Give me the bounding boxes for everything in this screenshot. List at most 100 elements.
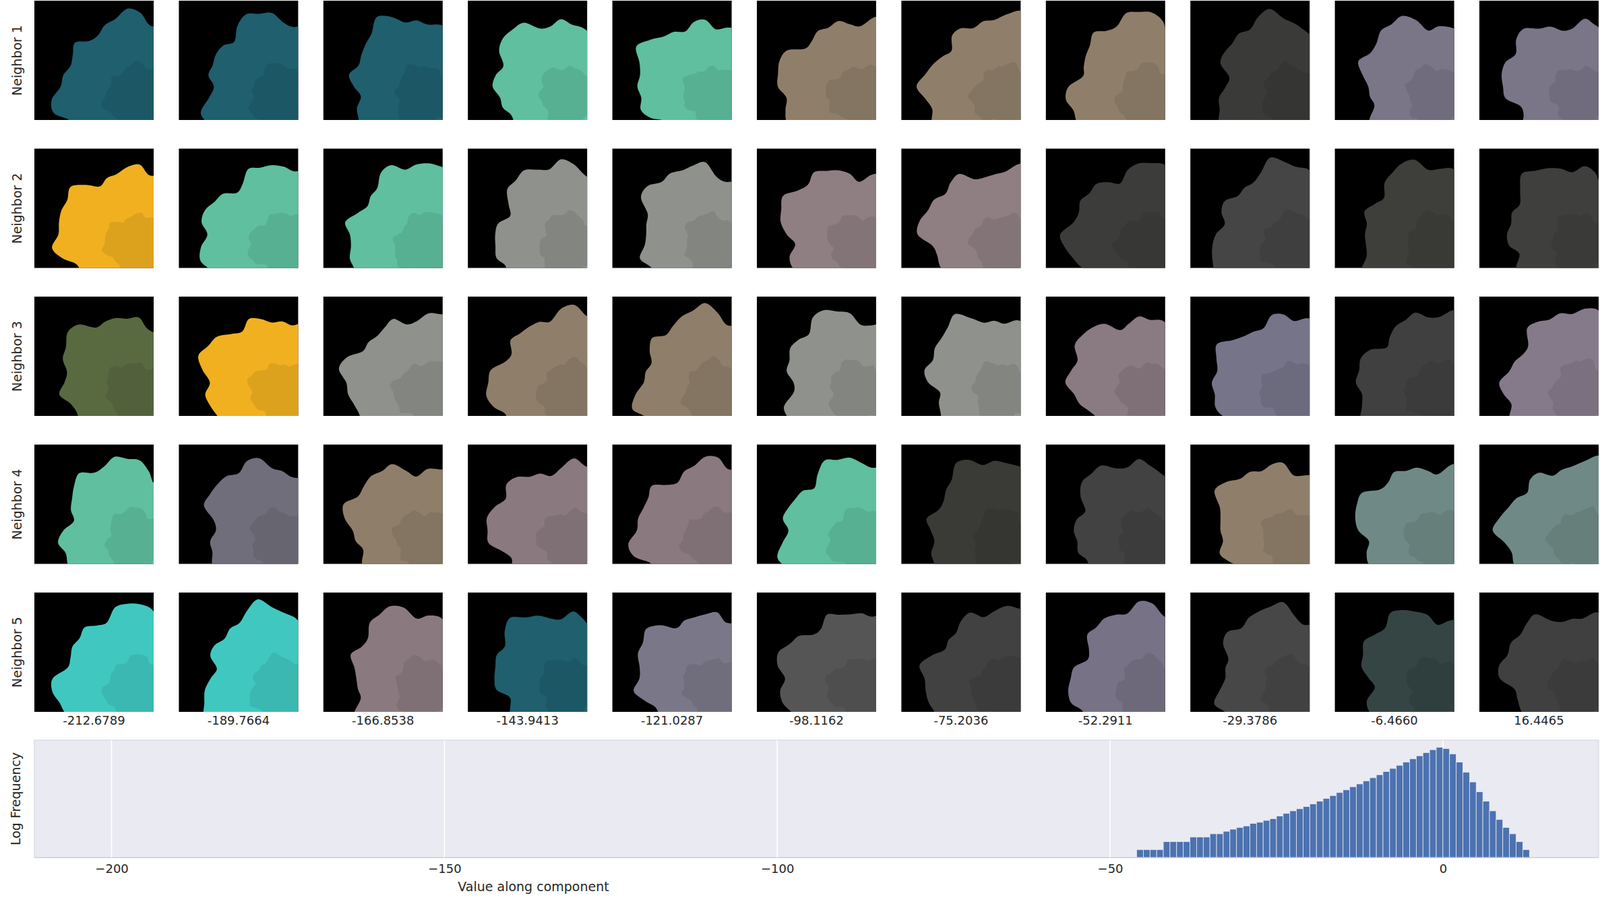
bars [1136,747,1530,858]
blob-shade [679,506,732,564]
blob-shade [967,62,1022,120]
blob-shade [826,214,877,268]
thumbnail [323,0,493,157]
histogram-bar [1489,810,1497,858]
histogram-bar [1429,749,1437,858]
thumbnail [612,592,774,749]
blob [1358,15,1455,120]
blob [1213,601,1310,712]
blob-shade [390,360,443,416]
blob [780,169,877,268]
thumbnail [178,592,349,745]
histogram-bar [1516,841,1524,858]
column-label: -121.0287 [640,713,703,728]
thumbnail [612,444,772,600]
thumbnail [1190,592,1359,751]
blob [1218,8,1310,120]
thumbnail [1045,296,1207,457]
blob [350,605,443,712]
blob [342,463,443,564]
histogram-bar [1176,841,1184,858]
histogram-bar [1416,755,1423,858]
thumbnail [1479,0,1600,164]
histogram-bar [1163,841,1171,858]
blob [485,304,588,416]
blob-shade [249,507,298,565]
thumbnail [34,148,193,306]
histogram-bar [1456,761,1464,858]
blob [51,8,154,120]
histogram-bar [1223,831,1230,858]
histogram-bar [1196,837,1204,858]
blob-shade [249,652,298,712]
blob-shade [971,361,1021,416]
blob [1506,165,1599,268]
blob [919,605,1021,712]
blob-shade [681,657,732,712]
thumbnail [1335,296,1495,451]
blob-shade [825,64,877,120]
x-tick-label: −150 [427,861,461,876]
blob [1498,308,1599,416]
blob-shade [680,356,732,416]
row-label: Neighbor 1 [9,24,25,96]
histogram-bar [1136,849,1144,858]
thumbnail [756,148,927,315]
column-label: -189.7664 [207,713,270,728]
histogram-bar [1156,849,1164,858]
thumbnail [901,592,1061,749]
histogram-bar [1183,841,1191,858]
x-tick-label: 0 [1439,861,1448,876]
blob-shade [535,507,588,565]
thumbnail [323,444,490,611]
row-label: Neighbor 4 [9,469,25,540]
thumbnail [467,0,632,159]
x-tick-label: −200 [95,861,129,876]
blob [57,456,154,564]
blob [1214,462,1310,565]
thumbnail [1190,296,1349,454]
thumbnail [1335,444,1501,608]
x-tick-label: −100 [760,861,794,876]
blob [1361,609,1455,712]
x-tick-label: −50 [1097,861,1124,876]
blob-shade [1118,507,1166,564]
thumbnail [178,296,344,457]
blob [1068,600,1166,712]
thumbnail [612,148,780,309]
blob-shade [539,210,588,269]
histogram-bar [1362,780,1370,858]
histogram-bar [1296,808,1304,858]
histogram-bar [1322,797,1330,858]
blob [777,611,877,712]
blob-shade [248,212,299,269]
x-axis: −200 −150 −100 −50 0 [35,857,1600,876]
blob [1356,310,1455,416]
histogram-bar [1369,777,1377,858]
blob [198,318,298,416]
thumbnail [901,444,1067,598]
column-label: -75.2036 [933,713,989,728]
blob [783,310,877,416]
thumbnail [901,0,1059,155]
thumbnail [467,296,631,453]
blob [1501,18,1599,120]
thumbnail [467,148,636,302]
thumbnail [1335,0,1503,165]
blob-shade [535,357,588,416]
blob [633,611,732,712]
blob-shade [1112,211,1166,268]
thumbnail [1045,592,1214,745]
blob [51,603,154,712]
thumbnail [1190,444,1356,608]
thumbnail [756,0,918,160]
row-label: Neighbor 5 [9,616,25,688]
blob-shade [1547,657,1599,712]
histogram-bar [1502,826,1510,858]
blob [200,12,299,120]
blob [1211,157,1310,268]
thumbnail [34,0,197,152]
thumbnail [1335,148,1500,304]
blob-shade [1259,209,1310,269]
histogram-bar [1302,806,1310,858]
